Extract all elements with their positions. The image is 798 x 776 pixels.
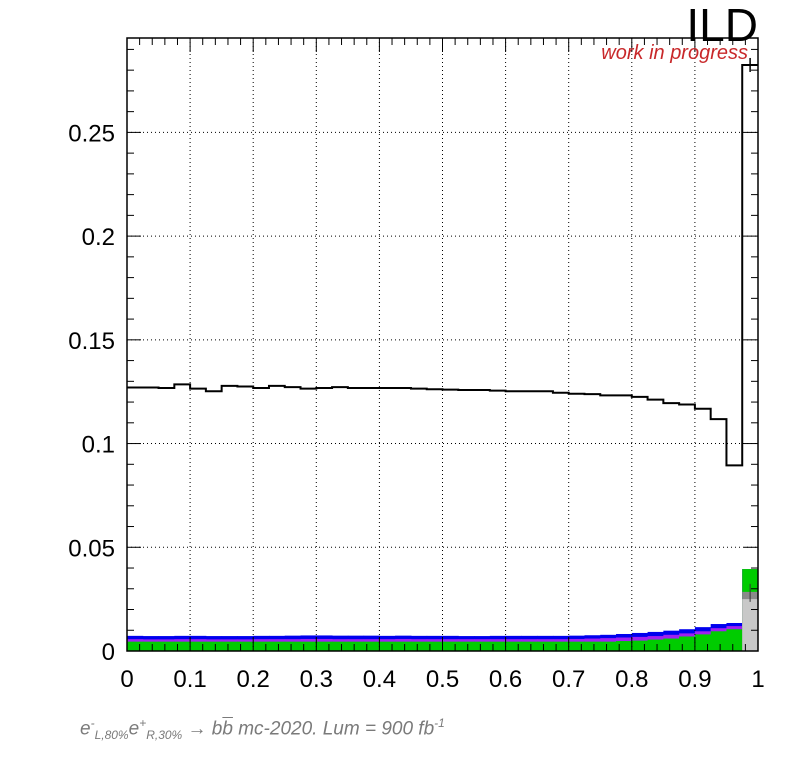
x-tick-label: 0.1 [173, 666, 206, 693]
bar-green [537, 641, 554, 651]
y-tick-label: 0.05 [68, 535, 115, 562]
x-tick-label: 1 [751, 666, 764, 693]
caption-e-plus: e [128, 718, 140, 740]
x-tick-label: 0.8 [615, 666, 648, 693]
bar-green [284, 641, 302, 651]
y-tick-label: 0.25 [68, 120, 115, 147]
bar-green [316, 641, 333, 651]
status-label: work in progress [601, 42, 748, 64]
x-tick-label: 0.5 [426, 666, 459, 693]
bar-green [568, 641, 585, 651]
bar-green [474, 641, 491, 651]
caption-text: mc-2020. Lum = 900 fb [238, 718, 435, 740]
x-tick-label: 0.6 [489, 666, 522, 693]
caption-b: b [211, 718, 223, 740]
y-tick-label: 0 [102, 639, 115, 666]
bar-green [268, 641, 286, 651]
bar-green [726, 629, 743, 651]
experiment-label: ILD [686, 0, 758, 51]
bar-green [694, 634, 712, 651]
bar-green [505, 641, 522, 651]
plot-frame [126, 37, 759, 652]
bar-green [710, 631, 727, 651]
bar-green [600, 641, 617, 651]
bar-green [190, 641, 207, 651]
bar-green [663, 638, 680, 651]
bar-green [363, 641, 380, 651]
bar-green [616, 641, 633, 651]
bar-green [300, 641, 317, 651]
bar-green [410, 641, 428, 651]
bar-green [347, 641, 365, 651]
bar-green [521, 641, 538, 651]
bar-green [426, 641, 443, 651]
bar-green [552, 641, 570, 651]
bar-green [221, 641, 238, 651]
caption-unit-sup: -1 [434, 716, 445, 730]
bar-green [332, 641, 349, 651]
caption-e-plus-sup: + [139, 716, 147, 730]
y-tick-label: 0.1 [82, 432, 115, 459]
bar-green [584, 641, 601, 651]
caption-e-plus-sub: R,30% [146, 728, 183, 743]
caption-e-minus-sup: - [90, 716, 95, 730]
bar-green [158, 641, 175, 651]
x-tick-label: 0.2 [237, 666, 270, 693]
bar-green [205, 641, 223, 651]
bar-gray-light [742, 599, 759, 651]
bar-green [679, 636, 696, 651]
x-tick-label: 0.7 [552, 666, 585, 693]
y-tick-label: 0.2 [82, 224, 115, 251]
x-tick-label: 0 [120, 666, 133, 693]
bar-green [458, 641, 475, 651]
bar-green [489, 641, 507, 651]
bar-green [237, 641, 254, 651]
caption-arrow: → [187, 718, 207, 740]
bar-green [647, 639, 664, 651]
bar-green [253, 641, 270, 651]
bar-green [631, 640, 649, 651]
x-tick-label: 0.3 [300, 666, 333, 693]
process-caption: e-L,80%e+R,30% → bb mc-2020. Lum = 900 f… [80, 716, 445, 742]
bar-green [395, 641, 412, 651]
bar-green [174, 641, 191, 651]
caption-e-minus: e [80, 718, 91, 740]
y-tick-label: 0.15 [68, 328, 115, 355]
x-tick-label: 0.4 [363, 666, 396, 693]
caption-bbar: b [222, 718, 233, 740]
x-tick-label: 0.9 [678, 666, 711, 693]
bar-green [127, 641, 144, 651]
series-step-line [127, 63, 758, 467]
bar-green [379, 641, 396, 651]
caption-e-minus-sub: L,80% [94, 728, 129, 743]
bar-green [442, 641, 459, 651]
bar-green [142, 641, 160, 651]
